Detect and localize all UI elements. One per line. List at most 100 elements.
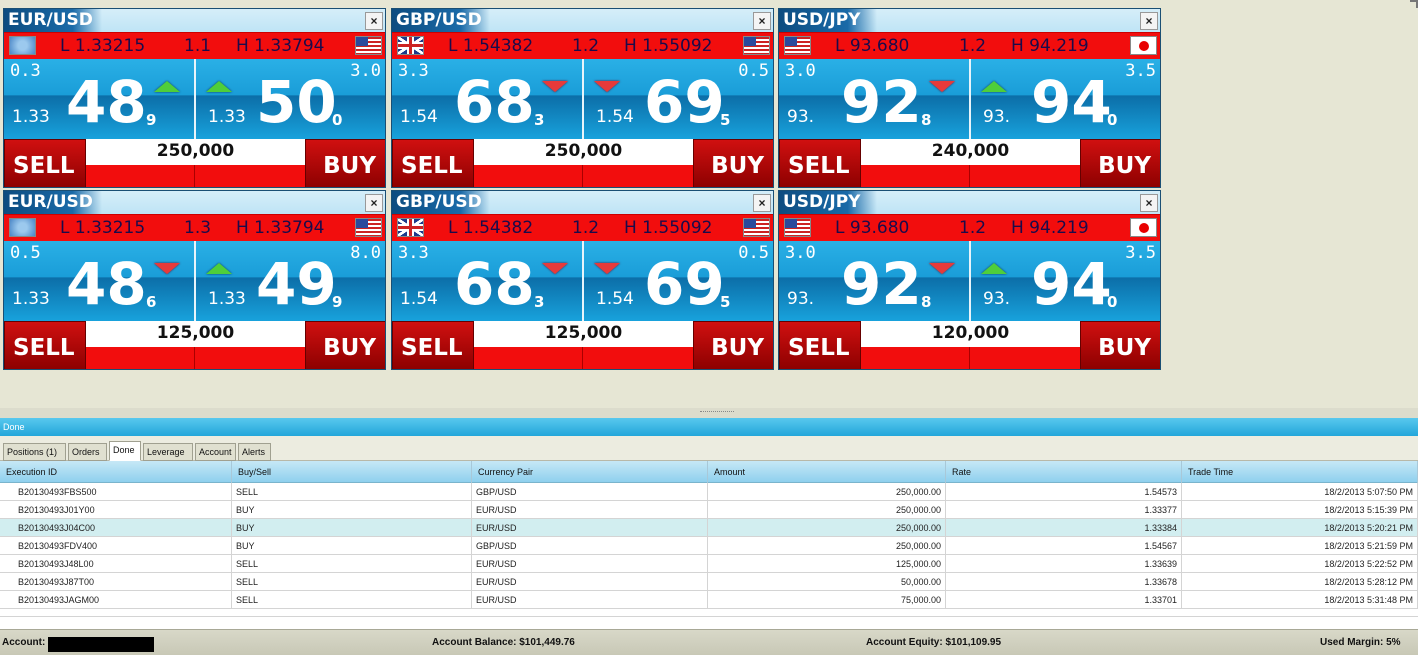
sell-button[interactable]: SELL — [779, 139, 861, 187]
quote-pips: 68 — [454, 68, 535, 136]
quote-spread: 0.3 — [10, 61, 41, 81]
high-rate: H 1.33794 — [236, 36, 325, 56]
table-cell: B20130493J48L00 — [0, 555, 232, 573]
arrow-up-icon — [981, 263, 1007, 274]
column-header[interactable]: Amount — [708, 461, 946, 483]
quote-spread: 8.0 — [350, 243, 381, 263]
buy-button[interactable]: BUY — [693, 321, 773, 369]
table-row[interactable]: B20130493J01Y00 BUY EUR/USD 250,000.00 1.333… — [0, 501, 1418, 519]
range-spread: 1.2 — [959, 218, 987, 238]
trade-amount-field[interactable]: 120,000 — [861, 321, 1080, 369]
column-header[interactable]: Trade Time — [1182, 461, 1418, 483]
sell-quote-panel[interactable]: 0.3 1.33 48 9 — [4, 59, 194, 139]
sell-button[interactable]: SELL — [4, 321, 86, 369]
trade-amount-field[interactable]: 250,000 — [474, 139, 693, 187]
table-cell: 18/2/2013 5:20:21 PM — [1182, 519, 1418, 537]
buy-quote-panel[interactable]: 8.0 1.33 49 9 — [196, 241, 385, 321]
buy-quote-panel[interactable]: 0.5 1.54 69 5 — [584, 59, 773, 139]
table-row[interactable]: B20130493JAGM00 SELL EUR/USD 75,000.00 1.337… — [0, 591, 1418, 609]
sell-quote-panel[interactable]: 3.0 93. 92 8 — [779, 241, 969, 321]
quote-prefix: 93. — [787, 107, 815, 127]
quote-fraction: 6 — [146, 293, 157, 311]
table-row[interactable]: B20130493FBS500 SELL GBP/USD 250,000.00 1.54… — [0, 483, 1418, 501]
quote-fraction: 0 — [1107, 293, 1118, 311]
tab-leverage[interactable]: Leverage — [143, 443, 193, 461]
buy-quote-panel[interactable]: 3.0 1.33 50 0 — [196, 59, 385, 139]
quote-pips: 69 — [644, 68, 725, 136]
column-header[interactable]: Currency Pair — [472, 461, 708, 483]
close-icon[interactable]: × — [365, 194, 383, 212]
sell-button[interactable]: SELL — [392, 321, 474, 369]
arrow-down-icon — [542, 81, 568, 92]
tile-title-bar: GBP/USD × — [392, 9, 773, 32]
arrow-down-icon — [154, 263, 180, 274]
amount-bar — [474, 165, 693, 187]
tab-alerts[interactable]: Alerts — [238, 443, 271, 461]
table-row[interactable]: B20130493J48L00 SELL EUR/USD 125,000.00 1.33… — [0, 555, 1418, 573]
trade-amount-field[interactable]: 250,000 — [86, 139, 305, 187]
buy-button[interactable]: BUY — [305, 139, 385, 187]
buy-button[interactable]: BUY — [1080, 139, 1160, 187]
account-redaction — [48, 637, 154, 652]
trade-amount-field[interactable]: 240,000 — [861, 139, 1080, 187]
sell-quote-panel[interactable]: 3.0 93. 92 8 — [779, 59, 969, 139]
jp-flag-icon — [1130, 36, 1157, 55]
close-icon[interactable]: × — [753, 194, 771, 212]
buy-button[interactable]: BUY — [305, 321, 385, 369]
buy-button[interactable]: BUY — [1080, 321, 1160, 369]
close-icon[interactable]: × — [365, 12, 383, 30]
daily-range-row: L 93.680 1.2 H 94.219 — [779, 214, 1160, 241]
sell-button[interactable]: SELL — [779, 321, 861, 369]
quote-fraction: 8 — [921, 293, 932, 311]
quote-prefix: 93. — [983, 107, 1011, 127]
amount-bar — [86, 347, 305, 369]
trade-amount-field[interactable]: 125,000 — [474, 321, 693, 369]
buy-quote-panel[interactable]: 0.5 1.54 69 5 — [584, 241, 773, 321]
table-cell: 1.54567 — [946, 537, 1182, 555]
table-row[interactable]: B20130493J04C00 BUY EUR/USD 250,000.00 1.333… — [0, 519, 1418, 537]
sell-button[interactable]: SELL — [4, 139, 86, 187]
quote-pips: 69 — [644, 250, 725, 318]
low-rate: L 1.54382 — [448, 36, 534, 56]
table-row[interactable]: B20130493FDV400 BUY GBP/USD 250,000.00 1.545… — [0, 537, 1418, 555]
tab-done[interactable]: Done — [109, 441, 141, 461]
column-header[interactable]: Rate — [946, 461, 1182, 483]
table-cell: B20130493JAGM00 — [0, 591, 232, 609]
amount-bar — [861, 165, 1080, 187]
tab-account[interactable]: Account — [195, 443, 236, 461]
sell-quote-panel[interactable]: 0.5 1.33 48 6 — [4, 241, 194, 321]
quote-spread: 0.5 — [10, 243, 41, 263]
trade-amount-field[interactable]: 125,000 — [86, 321, 305, 369]
quote-spread: 3.0 — [350, 61, 381, 81]
trade-amount-value: 250,000 — [156, 141, 235, 161]
column-header[interactable]: Execution ID — [0, 461, 232, 483]
panel-splitter[interactable] — [0, 408, 1418, 418]
quote-spread: 0.5 — [738, 61, 769, 81]
quote-pips: 50 — [256, 68, 337, 136]
grid-header: Execution ID Buy/Sell Currency Pair Amount R… — [0, 461, 1418, 483]
arrow-up-icon — [206, 81, 232, 92]
table-row[interactable]: B20130493J87T00 SELL EUR/USD 50,000.00 1.336… — [0, 573, 1418, 591]
trade-amount-value: 125,000 — [544, 323, 623, 343]
buy-quote-panel[interactable]: 3.5 93. 94 0 — [971, 241, 1160, 321]
table-cell: SELL — [232, 573, 472, 591]
buy-quote-panel[interactable]: 3.5 93. 94 0 — [971, 59, 1160, 139]
close-icon[interactable]: × — [1140, 194, 1158, 212]
close-icon[interactable]: × — [1140, 12, 1158, 30]
sell-quote-panel[interactable]: 3.3 1.54 68 3 — [392, 241, 582, 321]
daily-range-row: L 1.33215 1.3 H 1.33794 — [4, 214, 385, 241]
tile-title-bar: EUR/USD × — [4, 191, 385, 214]
tab-orders[interactable]: Orders — [68, 443, 107, 461]
sell-quote-panel[interactable]: 3.3 1.54 68 3 — [392, 59, 582, 139]
close-icon[interactable]: × — [753, 12, 771, 30]
tab-positions[interactable]: Positions (1) — [3, 443, 66, 461]
buy-button[interactable]: BUY — [693, 139, 773, 187]
sell-button[interactable]: SELL — [392, 139, 474, 187]
range-spread: 1.2 — [572, 36, 600, 56]
done-trades-grid: Execution ID Buy/Sell Currency Pair Amount R… — [0, 461, 1418, 629]
daily-range-row: L 1.33215 1.1 H 1.33794 — [4, 32, 385, 59]
currency-pair-label: USD/JPY — [779, 9, 877, 32]
column-header[interactable]: Buy/Sell — [232, 461, 472, 483]
trade-controls: SELL 240,000 BUY — [779, 139, 1160, 187]
quote-pips: 94 — [1031, 68, 1112, 136]
